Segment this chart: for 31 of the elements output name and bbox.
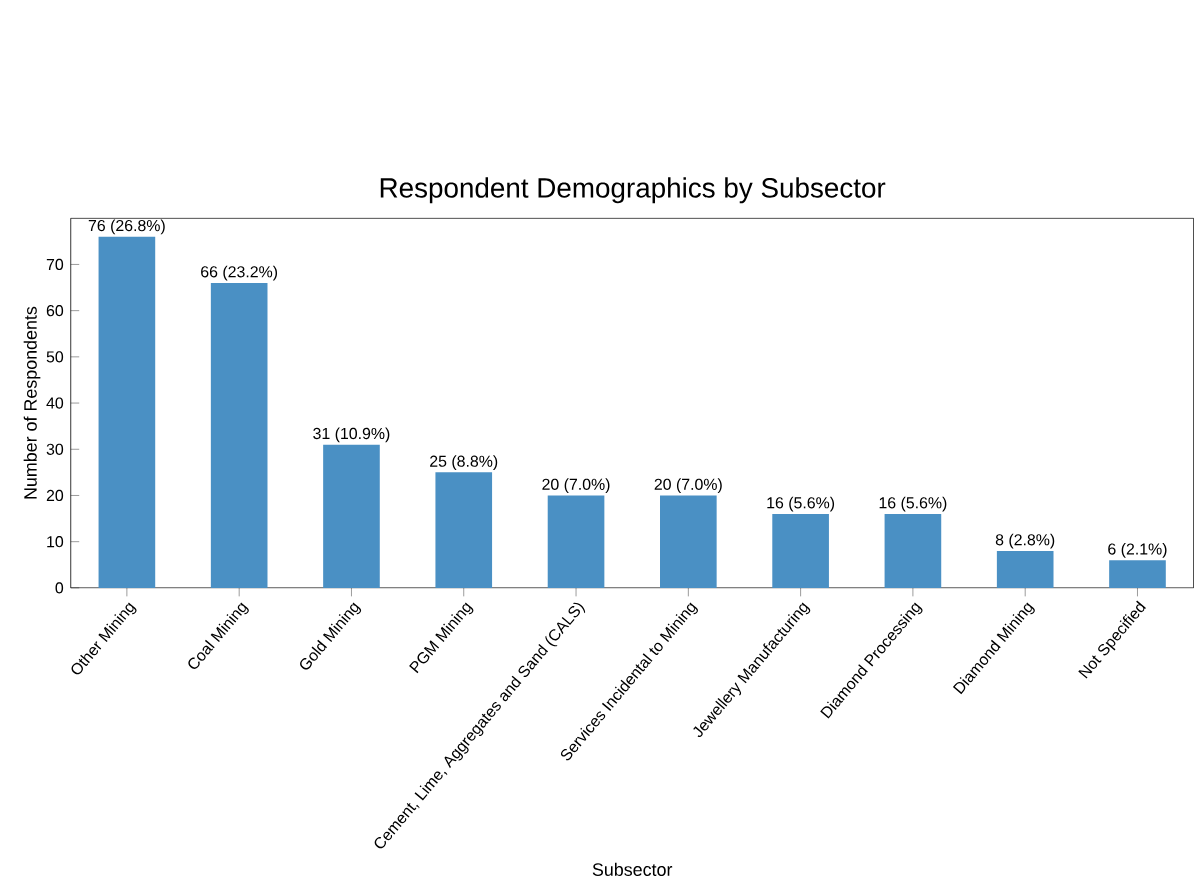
y-tick-label: 30 bbox=[46, 443, 64, 456]
bar bbox=[547, 495, 605, 589]
y-tick-label: 60 bbox=[46, 305, 64, 317]
bar bbox=[98, 236, 156, 589]
y-axis-title: Number of Respondents bbox=[23, 307, 41, 499]
data-label: 25 (8.8%) bbox=[430, 455, 498, 471]
y-tick-label: 0 bbox=[55, 582, 64, 594]
chart-title: Respondent Demographics by Subsector bbox=[380, 177, 886, 204]
y-tick-label: 20 bbox=[46, 490, 64, 502]
data-label: 8 (2.8%) bbox=[995, 533, 1055, 549]
bar bbox=[660, 495, 717, 589]
y-tick-label: 10 bbox=[47, 536, 64, 548]
data-label: 31 (10.9%) bbox=[313, 427, 390, 443]
data-label: 66 (23.2%) bbox=[201, 265, 278, 281]
bar bbox=[210, 283, 268, 589]
y-tick-label: 40 bbox=[46, 397, 64, 409]
data-label: 16 (5.6%) bbox=[767, 496, 835, 512]
bar bbox=[884, 514, 942, 589]
x-axis-title: Subsector bbox=[592, 863, 673, 877]
y-tick-label: 70 bbox=[46, 259, 64, 271]
y-tick-label: 50 bbox=[46, 351, 64, 363]
bar bbox=[435, 472, 493, 589]
bar bbox=[323, 444, 380, 589]
bar bbox=[772, 514, 829, 589]
bar bbox=[1109, 560, 1166, 589]
data-label: 76 (26.8%) bbox=[88, 219, 165, 235]
data-label: 16 (5.6%) bbox=[879, 496, 947, 512]
data-label: 6 (2.1%) bbox=[1108, 543, 1167, 559]
data-label: 20 (7.0%) bbox=[542, 478, 610, 494]
data-label: 20 (7.0%) bbox=[654, 478, 722, 494]
bar bbox=[996, 551, 1054, 589]
